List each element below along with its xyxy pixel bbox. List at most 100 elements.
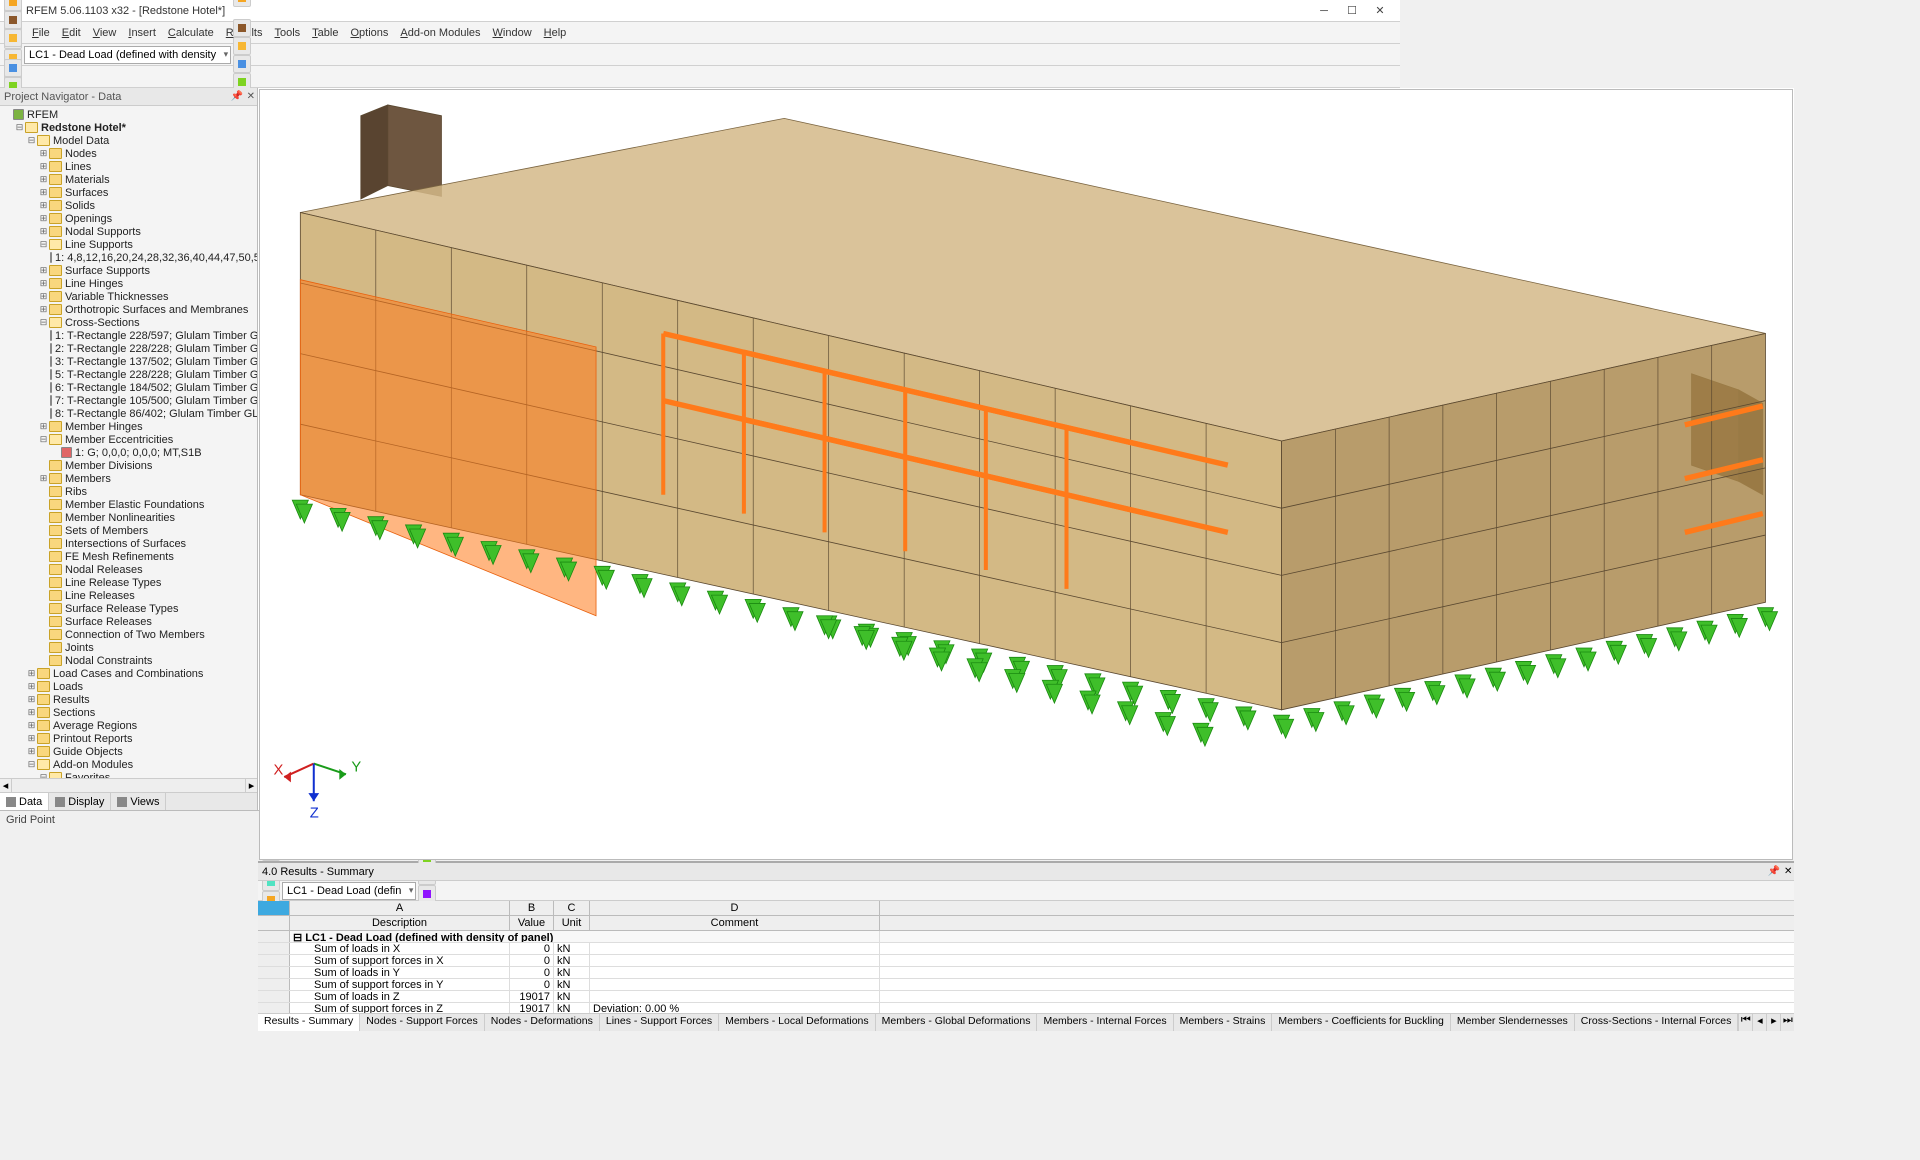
results-tab[interactable]: Cross-Sections - Internal Forces	[1575, 1014, 1739, 1031]
tree-item[interactable]: 5: T-Rectangle 228/228; Glulam Timber GL…	[0, 368, 257, 381]
results-loadcase-combo[interactable]: LC1 - Dead Load (defin	[282, 882, 416, 900]
toolbar-button[interactable]	[4, 29, 22, 47]
tree-item[interactable]: 1: G; 0,0,0; 0,0,0; MT,S1B	[0, 446, 257, 459]
menu-insert[interactable]: Insert	[122, 27, 162, 39]
tab-scroll[interactable]: ◂	[1752, 1014, 1766, 1031]
menu-calculate[interactable]: Calculate	[162, 27, 220, 39]
tree-item[interactable]: ⊞Printout Reports	[0, 732, 257, 745]
results-tab[interactable]: Results - Summary	[258, 1014, 360, 1031]
col-B[interactable]: B	[510, 901, 554, 915]
table-row[interactable]: Sum of support forces in Z19017kNDeviati…	[258, 1003, 1794, 1013]
toolbar-button[interactable]	[233, 37, 251, 55]
maximize-button[interactable]: ☐	[1338, 1, 1366, 21]
tree-item[interactable]: ⊟Add-on Modules	[0, 758, 257, 771]
col-D[interactable]: D	[590, 901, 880, 915]
results-grid[interactable]: A B C D Description Value Unit Comment ⊟…	[258, 901, 1794, 1013]
col-A[interactable]: A	[290, 901, 510, 915]
tree-item[interactable]: Joints	[0, 641, 257, 654]
model-viewport[interactable]: XYZ	[259, 89, 1793, 860]
tree-item[interactable]: 2: T-Rectangle 228/228; Glulam Timber GL…	[0, 342, 257, 355]
panel-close-icon[interactable]: ✕	[1784, 866, 1792, 877]
tree-item[interactable]: ⊞Openings	[0, 212, 257, 225]
tab-scroll[interactable]: ⏭	[1780, 1014, 1794, 1031]
tree-item[interactable]: 1: T-Rectangle 228/597; Glulam Timber GL…	[0, 329, 257, 342]
tree-item[interactable]: 3: T-Rectangle 137/502; Glulam Timber GL…	[0, 355, 257, 368]
tree-item[interactable]: Nodal Constraints	[0, 654, 257, 667]
nav-tab-data[interactable]: Data	[0, 793, 49, 810]
pin-icon[interactable]: 📌	[231, 91, 243, 102]
navigator-hscroll[interactable]: ◂ ▸	[0, 778, 257, 792]
tree-item[interactable]: Intersections of Surfaces	[0, 537, 257, 550]
tree-item[interactable]: ⊞Sections	[0, 706, 257, 719]
tree-item[interactable]: 8: T-Rectangle 86/402; Glulam Timber GL3…	[0, 407, 257, 420]
tree-item[interactable]: ⊞Line Hinges	[0, 277, 257, 290]
tree-item[interactable]: ⊞Average Regions	[0, 719, 257, 732]
table-row[interactable]: Sum of loads in X0kN	[258, 943, 1794, 955]
results-tab[interactable]: Members - Coefficients for Buckling	[1272, 1014, 1451, 1031]
toolbar-button[interactable]	[233, 19, 251, 37]
tree-item[interactable]: Nodal Releases	[0, 563, 257, 576]
tree-item[interactable]: ⊟Model Data	[0, 134, 257, 147]
menu-table[interactable]: Table	[306, 27, 344, 39]
tree-item[interactable]: Member Elastic Foundations	[0, 498, 257, 511]
tree-item[interactable]: ⊞Lines	[0, 160, 257, 173]
tree-item[interactable]: Surface Releases	[0, 615, 257, 628]
tree-item[interactable]: Member Nonlinearities	[0, 511, 257, 524]
tree-item[interactable]: ⊞Nodes	[0, 147, 257, 160]
toolbar-button[interactable]	[4, 11, 22, 29]
tree-item[interactable]: ⊟Cross-Sections	[0, 316, 257, 329]
toolbar-button[interactable]	[4, 0, 22, 11]
pin-icon[interactable]: 📌	[1768, 866, 1780, 877]
tree-item[interactable]: ⊞Variable Thicknesses	[0, 290, 257, 303]
toolbar-button[interactable]	[233, 0, 251, 7]
nav-tab-display[interactable]: Display	[49, 793, 111, 810]
tree-item[interactable]: ⊞Member Hinges	[0, 420, 257, 433]
tree-item[interactable]: FE Mesh Refinements	[0, 550, 257, 563]
tree-item[interactable]: ⊞Surface Supports	[0, 264, 257, 277]
tree-item[interactable]: 7: T-Rectangle 105/500; Glulam Timber GL…	[0, 394, 257, 407]
table-row[interactable]: Sum of support forces in X0kN	[258, 955, 1794, 967]
toolbar-button[interactable]	[418, 885, 436, 903]
results-tab[interactable]: Members - Strains	[1174, 1014, 1273, 1031]
results-tab[interactable]: Members - Global Deformations	[876, 1014, 1038, 1031]
nav-tab-views[interactable]: Views	[111, 793, 166, 810]
results-tab[interactable]: Member Slendernesses	[1451, 1014, 1575, 1031]
tree-item[interactable]: Connection of Two Members	[0, 628, 257, 641]
menu-options[interactable]: Options	[344, 27, 394, 39]
toolbar-button[interactable]	[4, 59, 22, 77]
tree-item[interactable]: ⊟Redstone Hotel*	[0, 121, 257, 134]
tree-item[interactable]: Sets of Members	[0, 524, 257, 537]
tree-item[interactable]: ⊞Surfaces	[0, 186, 257, 199]
tree-item[interactable]: ⊞Guide Objects	[0, 745, 257, 758]
menu-window[interactable]: Window	[487, 27, 538, 39]
menu-add-on-modules[interactable]: Add-on Modules	[394, 27, 486, 39]
tab-scroll[interactable]: ⏮	[1738, 1014, 1752, 1031]
panel-close-icon[interactable]: ✕	[247, 91, 255, 102]
tree-item[interactable]: Surface Release Types	[0, 602, 257, 615]
tree-item[interactable]: Line Releases	[0, 589, 257, 602]
tree-item[interactable]: ⊟Member Eccentricities	[0, 433, 257, 446]
tab-scroll[interactable]: ▸	[1766, 1014, 1780, 1031]
col-C[interactable]: C	[554, 901, 590, 915]
menu-edit[interactable]: Edit	[56, 27, 87, 39]
loadcase-combo[interactable]: LC1 - Dead Load (defined with density	[24, 46, 231, 64]
results-tab[interactable]: Lines - Support Forces	[600, 1014, 719, 1031]
tree-item[interactable]: Member Divisions	[0, 459, 257, 472]
results-tab[interactable]: Members - Internal Forces	[1037, 1014, 1173, 1031]
table-row[interactable]: Sum of loads in Z19017kN	[258, 991, 1794, 1003]
table-row[interactable]: Sum of loads in Y0kN	[258, 967, 1794, 979]
table-group-row[interactable]: ⊟ LC1 - Dead Load (defined with density …	[258, 931, 1794, 943]
navigator-tree[interactable]: RFEM⊟Redstone Hotel*⊟Model Data⊞Nodes⊞Li…	[0, 106, 257, 778]
close-button[interactable]: ✕	[1366, 1, 1394, 21]
tree-item[interactable]: ⊞Materials	[0, 173, 257, 186]
menu-view[interactable]: View	[87, 27, 123, 39]
tree-item[interactable]: ⊞Orthotropic Surfaces and Membranes	[0, 303, 257, 316]
menu-file[interactable]: File	[26, 27, 56, 39]
tree-item[interactable]: ⊞Load Cases and Combinations	[0, 667, 257, 680]
tree-item[interactable]: ⊟Favorites	[0, 771, 257, 778]
tree-item[interactable]: ⊞Solids	[0, 199, 257, 212]
tree-item[interactable]: ⊞Loads	[0, 680, 257, 693]
toolbar-button[interactable]	[233, 55, 251, 73]
tree-item[interactable]: Ribs	[0, 485, 257, 498]
tree-item[interactable]: ⊞Results	[0, 693, 257, 706]
